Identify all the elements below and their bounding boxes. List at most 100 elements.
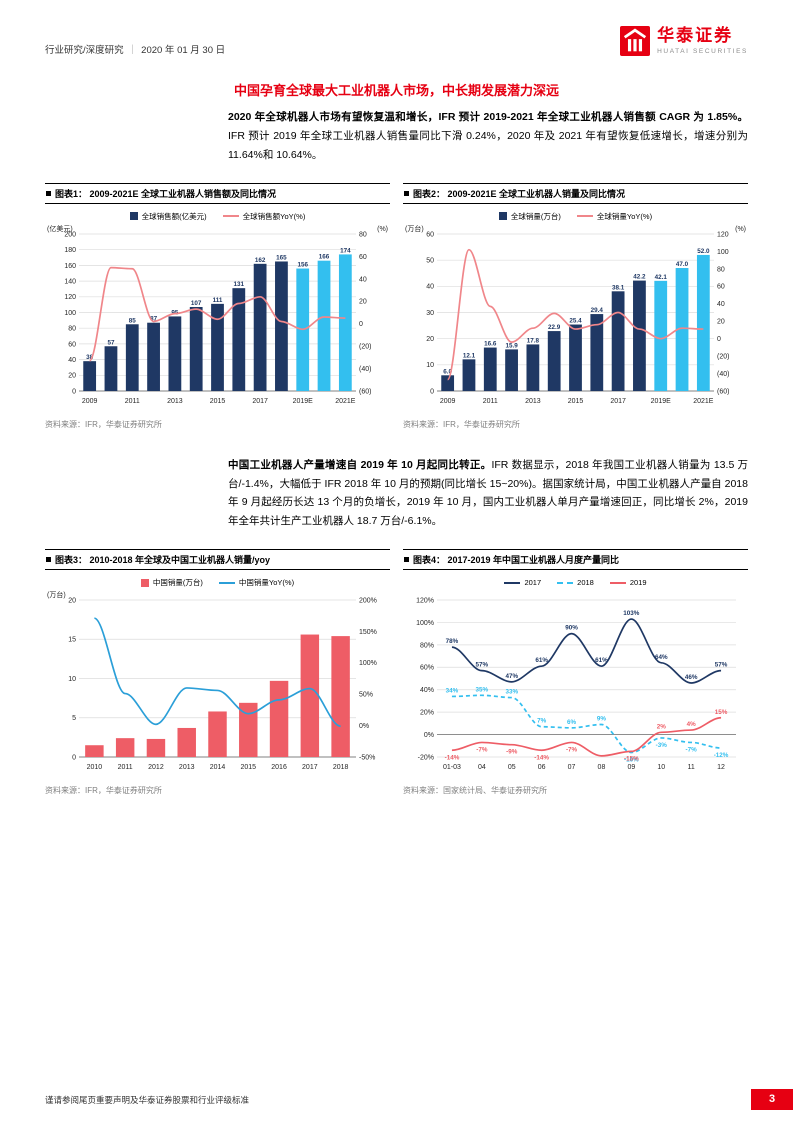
svg-text:11: 11: [688, 764, 695, 771]
svg-text:20: 20: [717, 318, 725, 325]
report-title: 中国孕育全球最大工业机器人市场，中长期发展潜力深远: [233, 83, 559, 98]
page-number-badge: 3: [751, 1089, 793, 1110]
svg-text:-20%: -20%: [418, 755, 434, 762]
bar-swatch-icon: [498, 212, 507, 221]
bar-swatch-icon: [140, 578, 149, 587]
paragraph-2-lead: 中国工业机器人产量增速自 2019 年 10 月起同比转正。: [228, 458, 492, 471]
legend-item: 2017: [504, 578, 541, 587]
report-date: 2020 年 01 月 30 日: [141, 45, 226, 56]
svg-text:156: 156: [297, 261, 308, 268]
svg-text:80: 80: [68, 325, 76, 332]
svg-text:34%: 34%: [446, 688, 459, 695]
chart-row-2: 图表3： 2010-2018 年全球及中国工业机器人销量/yoy 中国销量(万台…: [45, 549, 748, 796]
svg-text:80: 80: [717, 266, 725, 273]
svg-text:100: 100: [717, 249, 729, 256]
legend-item: 全球销售额YoY(%): [222, 211, 305, 222]
svg-text:05: 05: [508, 764, 516, 771]
legend-item: 2019: [609, 578, 647, 588]
svg-text:5: 5: [72, 715, 76, 722]
figure-2-chart: 6050403020100120100806040200(20)(40)(60)…: [405, 224, 746, 405]
svg-text:20: 20: [68, 598, 76, 605]
svg-text:(%): (%): [735, 226, 746, 233]
svg-text:160: 160: [64, 262, 76, 269]
svg-text:2021E: 2021E: [335, 398, 356, 405]
svg-text:100%: 100%: [416, 620, 434, 627]
bullet-icon: [404, 190, 409, 196]
svg-text:50%: 50%: [359, 692, 373, 699]
svg-text:2019E: 2019E: [293, 398, 314, 405]
svg-text:120: 120: [64, 294, 76, 301]
bullet-icon: [46, 190, 51, 196]
figure-1: 图表1： 2009-2021E 全球工业机器人销售额及同比情况 全球销售额(亿美…: [45, 182, 390, 430]
svg-text:78%: 78%: [446, 638, 459, 645]
svg-text:-16%: -16%: [624, 757, 639, 764]
svg-text:111: 111: [213, 297, 223, 304]
svg-text:(20): (20): [359, 343, 371, 350]
svg-text:46%: 46%: [685, 674, 698, 681]
svg-text:0%: 0%: [424, 732, 434, 739]
line-swatch-icon: [609, 581, 626, 584]
svg-text:140: 140: [64, 278, 76, 285]
svg-text:-9%: -9%: [506, 749, 518, 756]
svg-text:38.1: 38.1: [612, 284, 625, 291]
footer-disclaimer: 谨请参阅尾页重要声明及华泰证券股票和行业评级标准: [45, 1095, 250, 1105]
svg-text:08: 08: [598, 764, 606, 771]
figure-1-title: 图表1： 2009-2021E 全球工业机器人销售额及同比情况: [45, 182, 390, 204]
paragraph-1-lead: 2020 年全球机器人市场有望恢复温和增长，IFR 预计 2019-2021 年…: [228, 111, 748, 123]
huatai-logo-icon: [620, 26, 651, 56]
svg-text:90%: 90%: [565, 625, 578, 632]
figure-3-title: 图表3： 2010-2018 年全球及中国工业机器人销量/yoy: [45, 549, 390, 571]
legend-label: 2019: [629, 578, 647, 588]
svg-text:60: 60: [68, 341, 76, 348]
legend-label: 中国销量YoY(%): [238, 578, 295, 588]
svg-text:0: 0: [359, 321, 363, 328]
svg-text:(60): (60): [359, 388, 371, 395]
svg-text:20: 20: [426, 336, 434, 343]
line-swatch-icon: [218, 581, 235, 584]
svg-text:0: 0: [717, 336, 721, 343]
figure-4-title: 图表4： 2017-2019 年中国工业机器人月度产量同比: [403, 549, 748, 571]
svg-text:-7%: -7%: [476, 747, 488, 754]
svg-text:100%: 100%: [359, 660, 377, 667]
legend-item: 全球销量YoY(%): [576, 211, 653, 222]
svg-text:60: 60: [359, 254, 367, 261]
svg-text:200%: 200%: [359, 598, 377, 605]
legend-item: 全球销量(万台): [498, 211, 561, 222]
svg-text:2019E: 2019E: [651, 398, 672, 405]
svg-text:-7%: -7%: [566, 747, 578, 754]
page-header: 行业研究/深度研究｜ 2020 年 01 月 30 日 华泰证券 HUATAI S…: [45, 26, 748, 56]
svg-text:60: 60: [426, 231, 434, 238]
svg-text:52.0: 52.0: [697, 248, 710, 255]
bar-swatch-icon: [129, 212, 138, 221]
figure-4-chart: 120% 100% 80% 60% 40% 20% 0% -20% 01-03 04 05 06 07 0…: [416, 598, 736, 771]
svg-text:42.1: 42.1: [655, 274, 668, 281]
figure-4-legend: 2017 2018 2019: [403, 577, 748, 588]
svg-text:20: 20: [68, 372, 76, 379]
svg-text:15: 15: [68, 637, 76, 644]
svg-text:35%: 35%: [476, 687, 489, 694]
svg-text:2013: 2013: [167, 398, 183, 405]
svg-text:7%: 7%: [537, 718, 547, 725]
svg-text:2011: 2011: [118, 764, 133, 771]
svg-text:2021E: 2021E: [693, 398, 714, 405]
svg-text:60: 60: [717, 283, 725, 290]
figure-1-legend: 全球销售额(亿美元) 全球销售额YoY(%): [45, 211, 390, 222]
legend-label: 2017: [524, 578, 542, 588]
svg-text:2012: 2012: [148, 764, 164, 771]
svg-text:107: 107: [191, 300, 202, 307]
svg-text:22.9: 22.9: [548, 324, 561, 331]
svg-text:10: 10: [657, 764, 665, 771]
svg-text:166: 166: [319, 253, 330, 260]
svg-text:85: 85: [129, 317, 137, 324]
svg-text:-12%: -12%: [714, 752, 729, 759]
legend-item: 中国销量YoY(%): [218, 577, 295, 588]
svg-text:2018: 2018: [333, 764, 349, 771]
svg-text:57%: 57%: [715, 662, 728, 669]
svg-text:-50%: -50%: [359, 755, 375, 762]
figure-1-source: 资料来源：IFR，华泰证券研究所: [45, 419, 162, 429]
svg-text:15%: 15%: [715, 709, 728, 716]
svg-text:20: 20: [359, 298, 367, 305]
legend-label: 全球销量YoY(%): [596, 211, 653, 221]
